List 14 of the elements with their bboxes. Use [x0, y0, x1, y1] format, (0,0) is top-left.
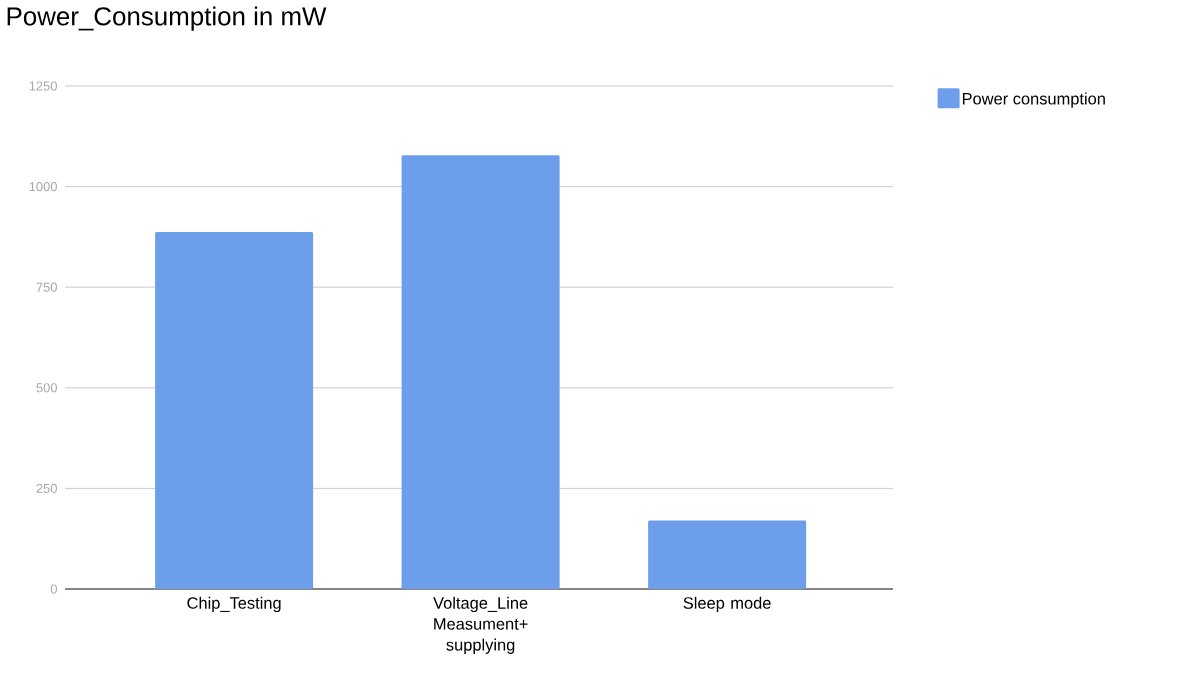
y-tick-label: 500: [36, 383, 57, 393]
y-tick-label: 0: [50, 584, 57, 594]
y-tick-label: 1250: [29, 81, 57, 91]
y-tick-label: 1000: [29, 181, 57, 192]
legend-label: Power consumption: [962, 92, 1105, 108]
x-tick-label: Chip_Testing: [187, 596, 281, 613]
y-tick-label: 750: [36, 282, 57, 292]
y-tick-label: 250: [36, 483, 57, 493]
bar: [648, 520, 807, 589]
bar: [155, 232, 314, 589]
x-tick-label: Sleep mode: [683, 596, 771, 613]
chart-title: Power_Consumption in mW: [7, 6, 327, 31]
x-tick-label: Voltage_Line Measument+ supplying: [433, 596, 528, 654]
bar: [401, 155, 560, 589]
